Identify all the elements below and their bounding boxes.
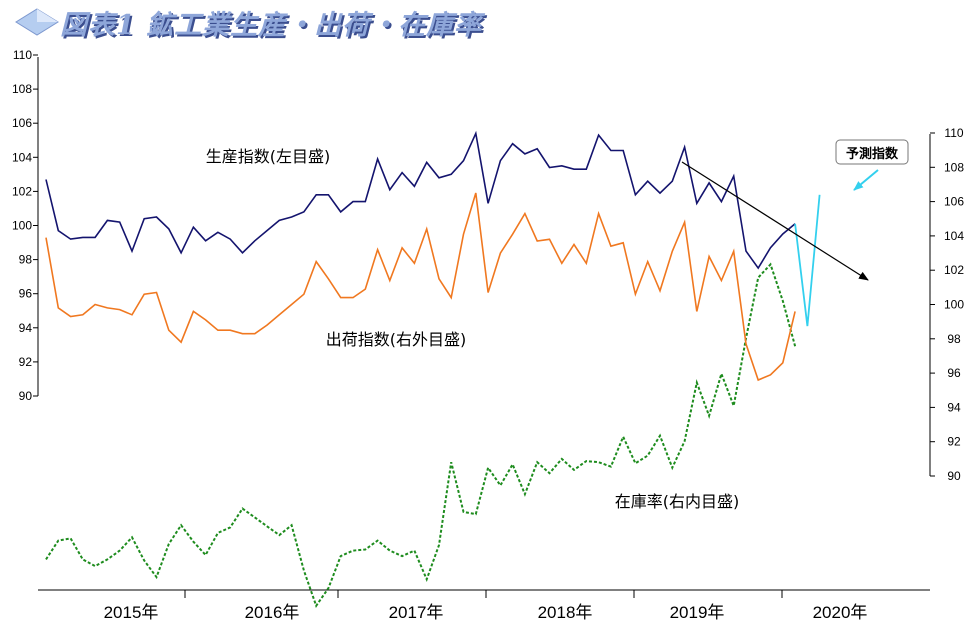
left-tick-label: 92 — [19, 355, 33, 369]
right-tick-label: 100 — [944, 298, 964, 312]
production-index-line — [45, 130, 796, 270]
left-tick-label: 108 — [12, 82, 32, 96]
inventory-ratio-line — [45, 262, 797, 608]
x-tick-label: 2020年 — [813, 603, 868, 622]
production-series-label: 生産指数(左目盛) — [206, 147, 331, 166]
right-tick-label: 96 — [947, 366, 961, 380]
left-tick-label: 110 — [13, 48, 32, 62]
left-tick-label: 106 — [12, 116, 32, 130]
right-tick-label: 90 — [947, 469, 961, 483]
left-tick-label: 104 — [12, 150, 32, 164]
chart-title: 図表1 鉱工業生産・出荷・在庫率 — [60, 9, 483, 41]
right-tick-label: 108 — [944, 160, 964, 174]
left-tick-label: 100 — [12, 219, 32, 233]
right-tick-label: 94 — [947, 400, 961, 414]
chart-tick-labels: 90 92 94 96 98 100 102 104 106 108 110 90 92 94 96 98 10… — [12, 48, 964, 622]
left-tick-label: 94 — [19, 321, 33, 335]
right-tick-label: 98 — [947, 332, 961, 346]
x-tick-label: 2019年 — [670, 603, 725, 622]
x-tick-label: 2017年 — [389, 603, 444, 622]
right-tick-label: 92 — [947, 435, 961, 449]
forecast-series-label: 予測指数 — [846, 146, 899, 162]
forecast-index-line — [794, 194, 821, 327]
right-tick-label: 110 — [944, 126, 963, 140]
diamond-icon — [15, 8, 59, 36]
x-tick-label: 2015年 — [104, 603, 159, 622]
chart-series — [45, 130, 821, 608]
forecast-callout-box — [835, 139, 909, 165]
forecast-callout-arrow — [853, 169, 879, 191]
right-tick-label: 104 — [944, 229, 964, 243]
chart-annotations: 生産指数(左目盛) 出荷指数(右外目盛) 在庫率(右内目盛) 予測指数 — [206, 139, 909, 511]
shipments-index-line — [45, 192, 796, 382]
chart-title-block: 図表1 鉱工業生産・出荷・在庫率 — [14, 2, 482, 42]
right-tick-label: 102 — [944, 263, 964, 277]
left-tick-label: 90 — [19, 389, 33, 403]
shipments-series-label: 出荷指数(右外目盛) — [326, 330, 467, 349]
left-tick-label: 98 — [19, 253, 33, 267]
inventory-series-label: 在庫率(右内目盛) — [615, 492, 740, 511]
chart-axes — [33, 54, 935, 598]
right-tick-label: 106 — [944, 195, 964, 209]
x-tick-label: 2018年 — [538, 603, 593, 622]
left-tick-label: 102 — [12, 184, 32, 198]
left-tick-label: 96 — [19, 287, 33, 301]
x-tick-label: 2016年 — [245, 603, 300, 622]
trend-arrow — [681, 161, 869, 281]
